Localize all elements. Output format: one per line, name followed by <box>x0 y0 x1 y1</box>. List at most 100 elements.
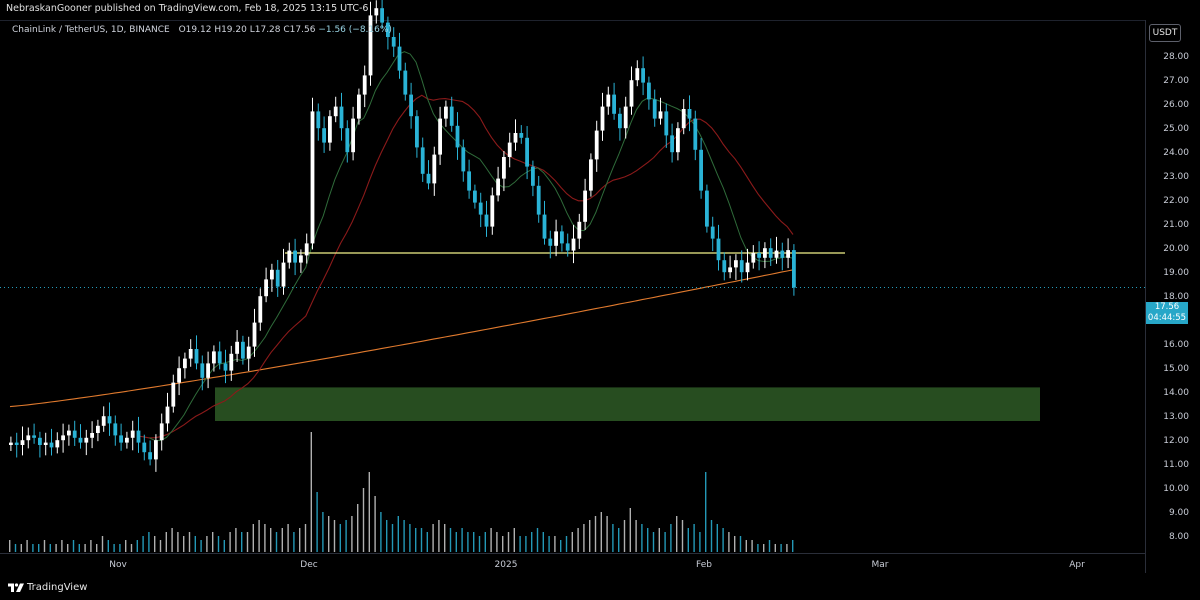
volume-bar <box>188 532 191 552</box>
candle-body <box>699 149 703 191</box>
price-tick: 9.00 <box>1168 508 1189 518</box>
volume-bar <box>136 540 138 552</box>
volume-bar <box>9 540 11 552</box>
candle-body <box>449 106 454 126</box>
volume-bar <box>38 544 40 552</box>
volume-bar <box>241 532 243 552</box>
volume-bar <box>26 540 28 552</box>
candle-body <box>72 430 77 438</box>
price-tick: 11.00 <box>1163 460 1189 470</box>
time-tick: 2025 <box>494 560 518 570</box>
volume-bar <box>206 536 208 552</box>
volume-bar <box>768 540 771 552</box>
volume-bar <box>415 528 417 552</box>
symbol-legend[interactable]: ChainLink / TetherUS, 1D, BINANCE O19.12… <box>12 25 392 35</box>
volume-bar <box>426 532 428 552</box>
volume-bar <box>380 512 382 552</box>
volume-bar <box>438 520 440 552</box>
candle-body <box>739 260 744 273</box>
candle-body <box>409 94 413 117</box>
volume-bar <box>751 540 753 552</box>
volume-bar <box>461 528 463 552</box>
candle-body <box>287 250 292 263</box>
volume-bar <box>600 512 602 552</box>
volume-bar <box>287 524 289 552</box>
volume-bar <box>119 544 121 552</box>
publisher-header: NebraskanGooner published on TradingView… <box>0 0 1200 18</box>
candle-body <box>774 250 779 258</box>
volume-bar <box>339 524 341 552</box>
price-axis[interactable]: 28.00 27.00 26.00 25.00 24.00 23.00 22.0… <box>1145 20 1200 573</box>
volume-bar <box>513 528 515 552</box>
volume-bar <box>101 536 104 552</box>
ohlc-close: C17.56 <box>283 25 316 35</box>
volume-bar <box>304 524 307 552</box>
candle-body <box>722 260 727 273</box>
volume-bar <box>455 532 457 552</box>
volume-bar <box>61 540 63 552</box>
candle-body <box>676 128 680 153</box>
price-change: −1.56 (−8.16%) <box>318 25 392 35</box>
candle-body <box>415 116 419 148</box>
currency-button[interactable]: USDT <box>1149 24 1181 42</box>
price-tick: 15.00 <box>1163 364 1189 374</box>
volume-bar <box>652 532 655 552</box>
candle-body <box>670 135 674 153</box>
volume-bar <box>194 536 196 552</box>
candle-body <box>455 125 460 148</box>
time-axis[interactable]: Nov Dec 2025 Feb Mar Apr <box>0 553 1145 574</box>
candle-body <box>554 231 558 246</box>
candle-body <box>148 452 152 460</box>
volume-bar <box>148 532 150 552</box>
candle-body <box>171 382 176 407</box>
volume-bar <box>270 528 272 552</box>
price-tick: 25.00 <box>1163 124 1189 134</box>
volume-bar <box>594 516 597 552</box>
volume-bar <box>728 532 730 552</box>
volume-bar <box>606 516 608 552</box>
volume-bar <box>252 524 254 552</box>
volume-bar <box>525 536 527 552</box>
volume-bar <box>78 544 80 552</box>
volume-bar <box>536 528 539 552</box>
candle-body <box>693 118 698 150</box>
symbol-name[interactable]: ChainLink / TetherUS, 1D, BINANCE <box>12 25 170 35</box>
candle-body <box>490 195 495 227</box>
volume-bar <box>618 528 620 552</box>
ohlc-open: O19.12 <box>178 25 212 35</box>
volume-bar <box>223 540 225 552</box>
candle-body <box>32 435 36 438</box>
volume-bar <box>554 536 556 552</box>
candle-body <box>101 416 106 426</box>
volume-bar <box>316 492 318 552</box>
volume-bar <box>20 544 22 552</box>
candle-body <box>681 109 686 129</box>
candle-body <box>710 226 715 239</box>
tradingview-logo-icon <box>8 583 24 592</box>
volume-bar <box>200 540 202 552</box>
candle-body <box>61 435 65 441</box>
chart-pane[interactable] <box>0 20 1145 574</box>
volume-bar <box>786 544 788 552</box>
candle-body <box>67 430 71 436</box>
candle-body <box>38 437 42 445</box>
candle-body <box>380 8 384 23</box>
candle-body <box>322 128 326 143</box>
volume-bar <box>774 544 776 552</box>
volume-bar <box>571 532 573 552</box>
volume-bar <box>183 536 185 552</box>
candle-body <box>345 128 350 153</box>
bar-countdown: 04:44:55 <box>1147 313 1187 323</box>
volume-bar <box>328 516 330 552</box>
volume-bar <box>496 532 498 552</box>
candle-body <box>188 349 193 359</box>
candle-body <box>165 406 170 424</box>
candle-body <box>397 46 402 71</box>
price-tick: 16.00 <box>1163 340 1189 350</box>
candle-body <box>14 442 19 445</box>
volume-bar <box>397 516 399 552</box>
candle-body <box>316 111 321 129</box>
time-tick: Feb <box>696 560 712 570</box>
candle-body <box>386 22 390 37</box>
